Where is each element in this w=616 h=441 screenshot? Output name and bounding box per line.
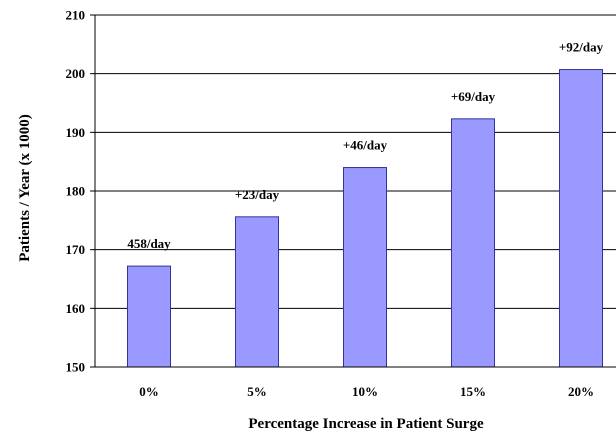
data-label: 458/day — [127, 236, 171, 251]
y-tick-label: 210 — [66, 8, 86, 23]
bar — [560, 70, 603, 367]
y-tick-label: 170 — [66, 242, 86, 257]
bar — [452, 119, 495, 367]
y-tick-label: 150 — [66, 360, 86, 375]
data-label: +46/day — [343, 138, 388, 153]
x-tick-label: 0% — [139, 384, 159, 399]
x-tick-label: 20% — [568, 384, 594, 399]
x-axis-title: Percentage Increase in Patient Surge — [248, 416, 484, 432]
x-tick-label: 15% — [460, 384, 486, 399]
y-tick-label: 200 — [66, 66, 86, 81]
x-tick-label: 5% — [247, 384, 267, 399]
bars — [128, 70, 603, 367]
y-tick-label: 160 — [66, 301, 86, 316]
data-label: +69/day — [451, 89, 496, 104]
y-tick-label: 190 — [66, 125, 86, 140]
bar — [236, 217, 279, 367]
data-label: +23/day — [235, 187, 280, 202]
bar — [128, 266, 171, 367]
x-tick-label: 10% — [352, 384, 378, 399]
bar — [344, 168, 387, 367]
y-tick-label: 180 — [66, 184, 86, 199]
y-axis-title: Patients / Year (x 1000) — [17, 114, 33, 261]
data-label: +92/day — [559, 40, 604, 55]
